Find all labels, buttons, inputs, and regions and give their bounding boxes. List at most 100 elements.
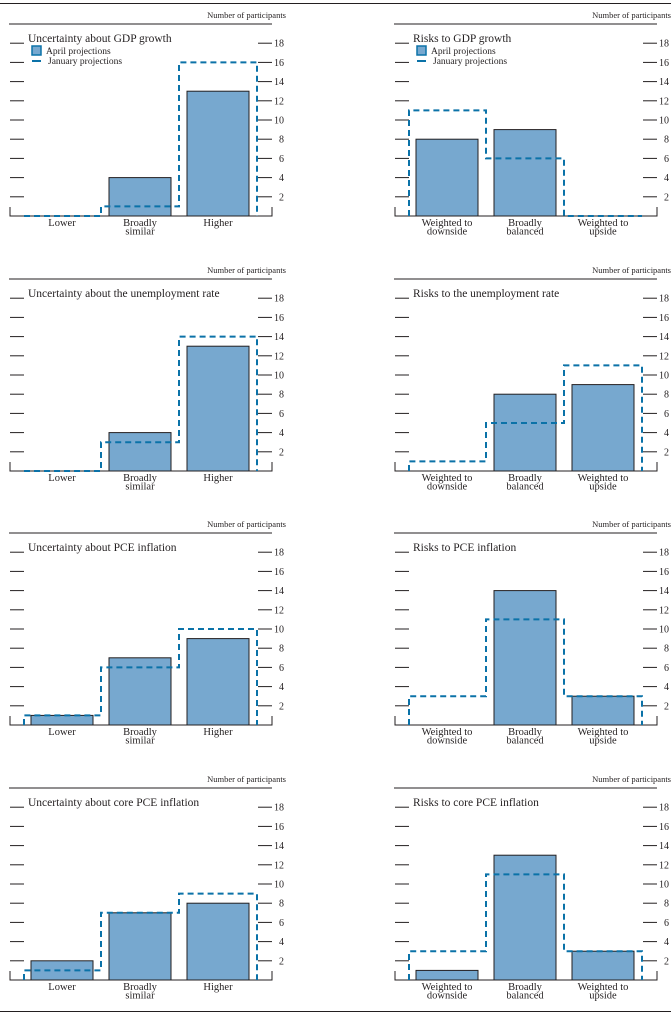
y-axis-unit-label: Number of participants [592,519,671,529]
x-category-label: upside [589,482,617,493]
legend-january-label: January projections [48,57,122,67]
chart-svg: Number of participants 2 4 6 8 10 12 14 16 18 Risk… [394,265,671,493]
january-step-line [408,618,643,725]
y-tick-label: 4 [279,428,284,439]
chart-svg: Number of participants 2 4 6 8 10 12 14 16 18 Unce… [9,774,286,1002]
x-category-label: downside [427,482,468,493]
chart-title: Risks to the unemployment rate [413,288,559,300]
april-bar [493,854,557,981]
chart-panel: Number of participants 2 4 6 8 10 12 14 16 18 Unce… [0,509,335,763]
plot-area: Number of participants 2 4 6 8 10 12 14 16 18 Risk… [394,265,671,493]
plot-area: Number of participants 2 4 6 8 10 12 14 16 18 Risk… [394,10,671,238]
y-tick-label: 14 [659,841,669,852]
april-bar [30,960,94,981]
chart-svg: Number of participants 2 4 6 8 10 12 14 16 18 Unce… [9,265,286,493]
y-tick-label: 18 [274,548,284,559]
y-tick-label: 10 [659,880,669,891]
y-tick-label: 18 [659,803,669,814]
x-category-label: downside [427,991,468,1002]
title-background [25,30,175,46]
y-tick-label: 4 [279,173,284,184]
y-tick-label: 6 [279,409,284,420]
title-background [25,285,223,301]
y-tick-label: 8 [664,390,669,401]
y-axis-unit-label: Number of participants [207,774,286,784]
chart-svg: Number of participants 2 4 6 8 10 12 14 16 18 Risk… [394,519,671,747]
title-background [410,285,563,301]
january-step-line [408,364,643,471]
y-tick-label: 6 [664,918,669,929]
y-tick-label: 18 [274,803,284,814]
chart-title: Uncertainty about the unemployment rate [28,288,220,300]
x-category-label: similar [125,991,155,1002]
chart-panel: Number of participants 2 4 6 8 10 12 14 16 18 Unce… [0,255,335,509]
title-background [25,794,203,810]
y-tick-label: 12 [274,351,284,362]
x-category-label: balanced [506,991,544,1002]
y-tick-label: 6 [664,663,669,674]
april-bar [493,129,557,217]
chart-panel: Number of participants 2 4 6 8 10 12 14 16 18 Risk… [335,0,671,254]
chart-title: Uncertainty about GDP growth [28,33,172,45]
y-tick-label: 10 [274,116,284,127]
april-bar [108,657,172,726]
x-category-label: similar [125,227,155,238]
legend-april-label: April projections [431,47,496,57]
chart-title: Uncertainty about core PCE inflation [28,797,199,809]
x-category-label: upside [589,991,617,1002]
x-category-label: Broadly [508,982,543,993]
january-step-line [408,873,643,980]
y-tick-label: 2 [279,447,284,458]
y-tick-label: 12 [659,96,669,107]
y-tick-label: 6 [279,663,284,674]
chart-svg: Number of participants 2 4 6 8 10 12 14 16 18 Unce… [9,519,286,747]
y-tick-label: 18 [659,39,669,50]
y-tick-label: 14 [274,77,284,88]
y-tick-label: 8 [279,644,284,655]
january-step-line [408,109,642,217]
chart-title: Uncertainty about PCE inflation [28,542,177,554]
y-tick-label: 4 [279,682,284,693]
x-category-label: Weighted to [578,218,629,229]
x-category-label: Broadly [508,727,543,738]
april-bar [186,345,250,472]
bottom-rule [0,1011,671,1012]
y-tick-label: 12 [274,605,284,616]
plot-area: Number of participants 2 4 6 8 10 12 14 16 18 Unce… [9,10,286,238]
april-bar [186,902,250,981]
title-background [25,539,180,555]
chart-title: Risks to GDP growth [413,33,512,45]
x-category-label: Lower [48,982,76,993]
january-step-line [23,892,258,980]
chart-title: Risks to core PCE inflation [413,797,539,809]
y-axis-unit-label: Number of participants [207,519,286,529]
y-tick-label: 4 [279,937,284,948]
x-category-label: Higher [203,727,233,738]
y-tick-label: 16 [659,313,669,324]
y-tick-label: 18 [274,294,284,305]
y-tick-label: 2 [664,701,669,712]
chart-panel: Number of participants 2 4 6 8 10 12 14 16 18 Risk… [335,764,671,1018]
january-step-line [23,628,258,725]
legend-april-label: April projections [46,47,111,57]
y-tick-label: 16 [659,822,669,833]
y-tick-label: 16 [659,58,669,69]
y-tick-label: 4 [664,428,669,439]
y-tick-label: 10 [274,880,284,891]
april-bar [415,969,479,981]
y-tick-label: 2 [279,956,284,967]
y-tick-label: 14 [659,586,669,597]
y-tick-label: 12 [659,605,669,616]
april-bar [493,590,557,726]
y-tick-label: 6 [279,918,284,929]
title-background [410,794,543,810]
x-category-label: Lower [48,727,76,738]
y-tick-label: 14 [659,77,669,88]
title-background [410,539,520,555]
x-category-label: Broadly [508,218,543,229]
x-category-label: balanced [506,482,544,493]
y-tick-label: 8 [279,899,284,910]
x-category-label: balanced [506,227,544,238]
